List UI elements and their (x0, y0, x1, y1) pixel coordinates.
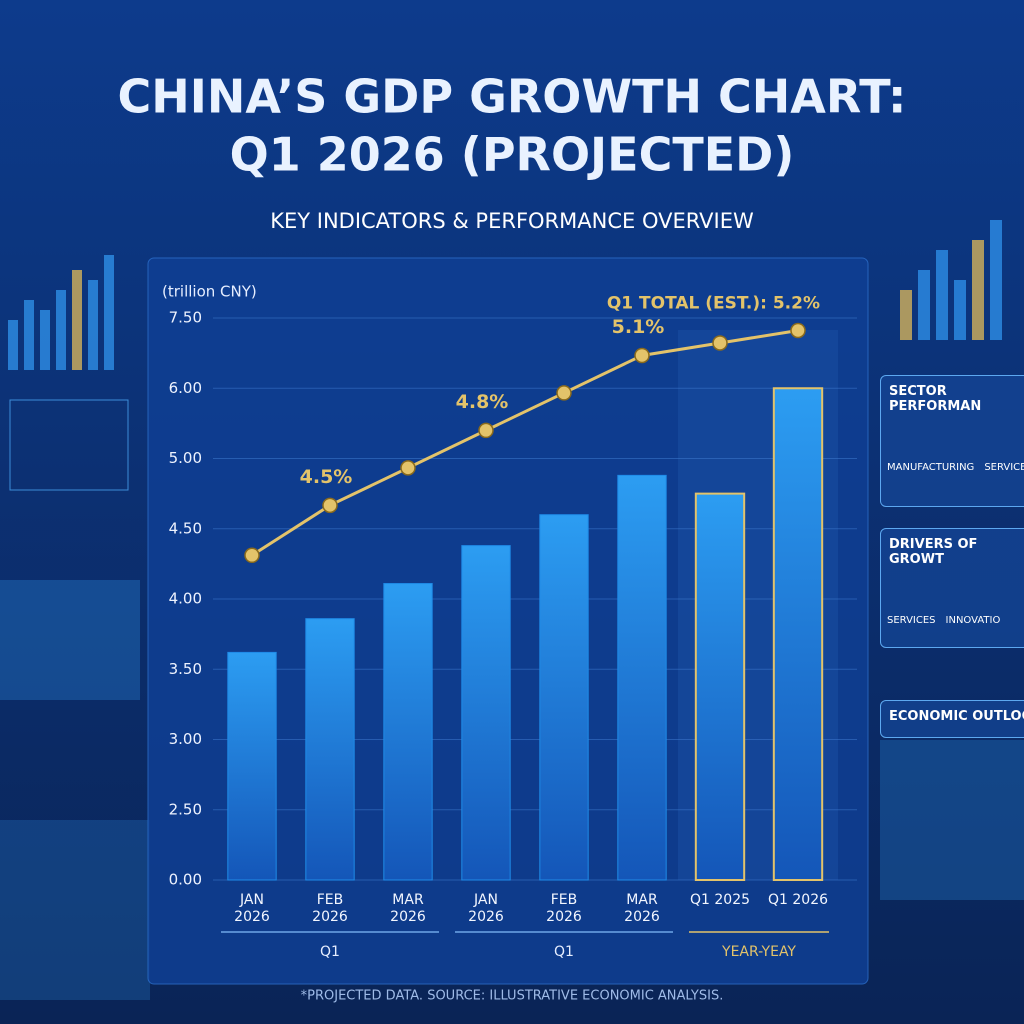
x-tick-label: MAR 2026 (624, 892, 660, 925)
x-tick-label: FEB 2026 (312, 892, 348, 925)
panel-title: DRIVERS OF GROWT (889, 537, 978, 567)
x-tick-label: JAN 2026 (468, 892, 504, 925)
footnote: *PROJECTED DATA. SOURCE: ILLUSTRATIVE EC… (301, 989, 724, 1004)
data-label: Q1 TOTAL (EST.): 5.2% (607, 293, 820, 313)
y-tick-label: 7.50 (169, 309, 202, 327)
x-tick-label: FEB 2026 (546, 892, 582, 925)
side-panel: DRIVERS OF GROWT SERVICES INNOVATIO (880, 528, 1024, 648)
line-point (322, 497, 338, 514)
panel-title: SECTOR PERFORMAN (889, 384, 982, 414)
line-point (478, 422, 494, 439)
y-tick-label: 4.00 (169, 590, 202, 608)
line-point (712, 335, 728, 351)
x-tick-label: Q1 2026 (768, 892, 829, 908)
y-tick-label: 3.50 (169, 660, 202, 678)
y-tick-label: 2.50 (169, 800, 202, 818)
bar (227, 651, 277, 881)
side-panel: ECONOMIC OUTLOO (880, 700, 1024, 738)
chart-title: Q1 2026 (PROJECTED) (230, 128, 795, 182)
y-tick-label: 3.00 (169, 730, 202, 748)
x-tick-label: MAR 2026 (390, 892, 426, 925)
data-label: 4.5% (300, 466, 353, 488)
bar (305, 618, 355, 881)
panel-title: ECONOMIC OUTLOO (889, 709, 1024, 724)
group-label: Q1 (554, 944, 574, 960)
y-tick-label: 0.00 (169, 871, 202, 889)
panel-item: SERVICES (887, 615, 936, 626)
decor-left (0, 255, 150, 1000)
data-label: 4.8% (456, 391, 509, 413)
line-point (556, 385, 572, 401)
bar (772, 387, 824, 881)
y-axis-label: (trillion CNY) (162, 283, 257, 301)
group-label: Q1 (320, 944, 340, 960)
bar (383, 583, 433, 881)
panel-item: MANUFACTURING (887, 462, 975, 473)
bar (461, 545, 511, 881)
chart-title: CHINA’S GDP GROWTH CHART: (118, 70, 907, 124)
line-point (790, 322, 806, 339)
bar (694, 492, 746, 881)
x-tick-label: JAN 2026 (234, 892, 270, 925)
panel-item: INNOVATIO (945, 615, 1001, 626)
side-panel: SECTOR PERFORMAN MANUFACTURING SERVICES (880, 375, 1024, 507)
data-label: 5.1% (612, 316, 665, 338)
line-point (400, 460, 416, 476)
group-label: YEAR-YEAY (721, 944, 796, 960)
x-tick-label: Q1 2025 (690, 892, 751, 908)
line-point (634, 347, 650, 364)
panel-item: SERVICES (984, 462, 1024, 473)
y-tick-label: 6.00 (169, 379, 202, 397)
chart-subtitle: KEY INDICATORS & PERFORMANCE OVERVIEW (270, 209, 754, 233)
growth-line (251, 329, 799, 557)
y-tick-label: 4.50 (169, 519, 202, 537)
bar (539, 514, 589, 881)
decor-right (880, 220, 1024, 900)
bar (617, 474, 667, 881)
line-point (244, 547, 260, 564)
y-tick-label: 5.00 (169, 449, 202, 467)
